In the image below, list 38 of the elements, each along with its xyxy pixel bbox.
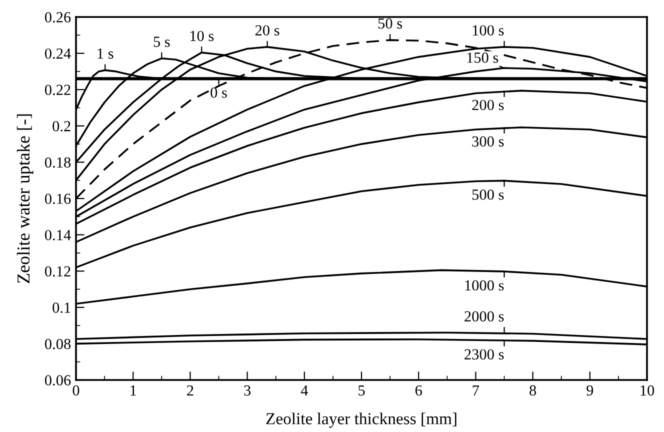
- annotation: 1000 s: [465, 280, 504, 291]
- x-tick-label: 0: [72, 385, 80, 396]
- annotation: 20 s: [255, 25, 280, 36]
- y-tick-label: 0.24: [44, 48, 71, 59]
- y-tick-label: 0.22: [44, 84, 70, 96]
- x-tick-label: 8: [530, 385, 536, 396]
- y-tick-label: 0.08: [44, 338, 71, 350]
- x-tick-label: 7: [472, 385, 480, 396]
- annotation: 5 s: [154, 36, 170, 47]
- annotation: 50 s: [378, 18, 402, 29]
- annotation: 150 s: [467, 52, 498, 63]
- annotation: 2300 s: [464, 349, 504, 360]
- x-tick-label: 1: [130, 385, 136, 396]
- annotation: 200 s: [472, 100, 504, 110]
- y-tick-label: 0.26: [44, 12, 71, 23]
- annotation: 500 s: [472, 189, 504, 200]
- annotation: 0 s: [210, 87, 227, 98]
- y-tick-label: 0.1: [52, 302, 70, 313]
- annotation: 1 s: [98, 48, 114, 59]
- y-tick-label: 0.12: [44, 266, 70, 277]
- x-tick-label: 6: [415, 385, 422, 396]
- y-tick-label: 0.16: [44, 194, 71, 204]
- x-tick-label: 5: [358, 385, 365, 396]
- y-axis-title: Zeolite water uptake [-]: [16, 114, 34, 284]
- x-tick-label: 3: [244, 385, 251, 396]
- x-tick-label: 4: [300, 385, 308, 396]
- annotation: 10 s: [190, 30, 214, 42]
- annotation: 300 s: [472, 136, 504, 147]
- x-axis-title: Zeolite layer thickness [mm]: [266, 412, 456, 428]
- y-tick-label: 0.06: [44, 375, 71, 386]
- x-tick-label: 10: [640, 385, 654, 396]
- y-tick-label: 0.18: [44, 157, 71, 168]
- y-tick-label: 0.14: [44, 230, 71, 240]
- annotation: 100 s: [472, 25, 504, 36]
- annotation: 2000 s: [464, 311, 504, 322]
- x-tick-label: 2: [187, 385, 194, 396]
- y-tick-label: 0.2: [52, 121, 70, 132]
- x-tick-label: 9: [586, 385, 594, 396]
